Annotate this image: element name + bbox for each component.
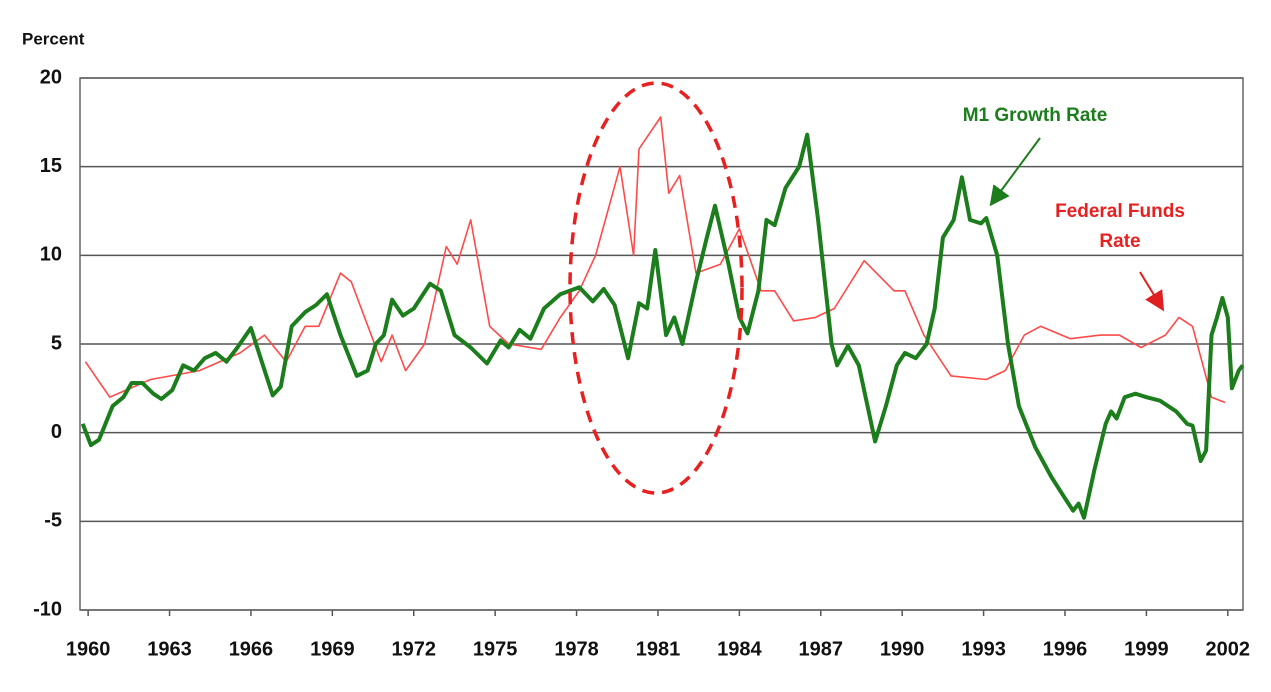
y-tick-label: 15	[40, 155, 62, 177]
x-tick-label: 1999	[1124, 638, 1169, 660]
y-tick-label: -10	[33, 598, 62, 620]
highlight-ellipse	[568, 81, 744, 495]
plot-frame	[79, 77, 1244, 611]
x-tick-label: 1984	[717, 638, 762, 660]
x-tick-label: 1990	[880, 638, 925, 660]
series-line	[80, 132, 1245, 520]
x-tick-label: 1960	[66, 638, 111, 660]
x-tick-label: 1993	[961, 638, 1006, 660]
y-tick-label: 0	[51, 421, 62, 443]
x-tick-label: 1975	[473, 638, 518, 660]
y-axis-label: Percent	[22, 29, 85, 48]
x-tick-label: 1972	[392, 638, 437, 660]
x-tick-label: 1966	[229, 638, 274, 660]
x-tick-label: 1969	[310, 638, 355, 660]
y-tick-label: -5	[44, 510, 62, 532]
annotation-arrow	[989, 137, 1041, 207]
x-tick-label: 1987	[799, 638, 844, 660]
series-label: Federal Funds Rate	[1055, 201, 1185, 252]
y-tick-label: 20	[40, 66, 62, 88]
annotation-arrow	[1139, 271, 1165, 312]
x-tick-label: 1996	[1043, 638, 1088, 660]
x-tick-label: 1978	[554, 638, 599, 660]
series-line	[84, 116, 1226, 404]
x-tick-label: 1963	[147, 638, 192, 660]
series-label: M1 Growth Rate	[962, 105, 1108, 126]
x-tick-label: 2002	[1206, 638, 1251, 660]
y-tick-label: 5	[51, 332, 62, 354]
y-tick-label: 10	[40, 244, 62, 266]
x-tick-label: 1981	[636, 638, 681, 660]
